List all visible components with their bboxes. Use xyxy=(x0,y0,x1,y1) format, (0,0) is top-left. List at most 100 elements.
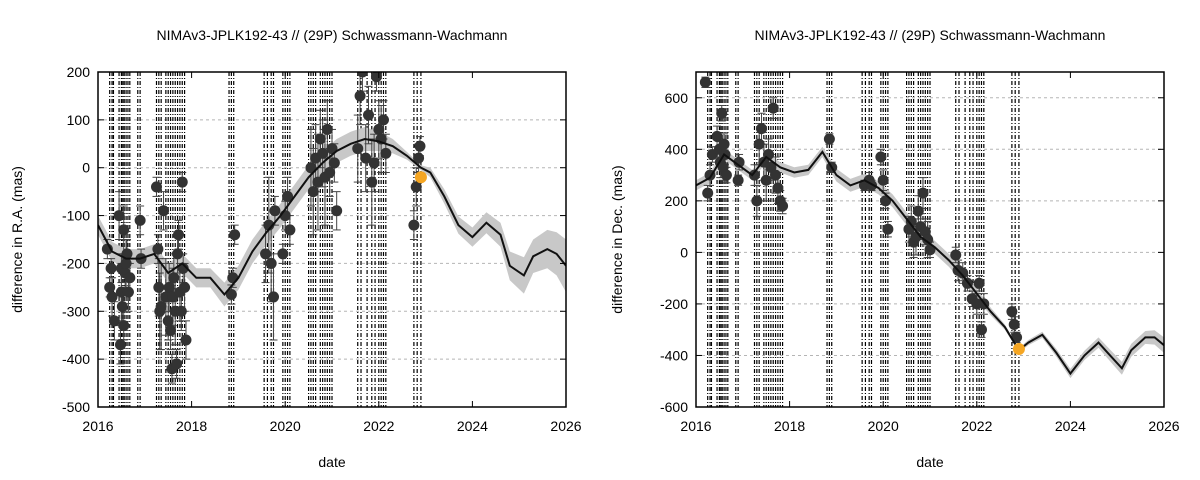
data-point xyxy=(155,301,167,312)
y-tick-label: -200 xyxy=(660,296,688,312)
data-point xyxy=(172,229,184,241)
y-tick-label: -600 xyxy=(660,399,688,415)
data-point xyxy=(370,72,382,83)
x-tick-label: 2016 xyxy=(82,418,113,434)
data-point xyxy=(414,140,426,152)
data-point xyxy=(263,219,275,231)
data-point xyxy=(321,123,333,135)
y-tick-label: 200 xyxy=(665,193,689,209)
data-point xyxy=(122,286,134,298)
plot-area xyxy=(98,72,566,407)
x-tick-label: 2024 xyxy=(1055,418,1086,434)
data-point xyxy=(366,176,378,188)
data-point xyxy=(716,107,728,119)
y-tick-label: -500 xyxy=(62,399,90,415)
data-point xyxy=(912,205,924,217)
ephemeris-line xyxy=(696,150,1164,376)
data-point xyxy=(702,187,714,199)
data-point xyxy=(875,151,887,163)
data-point xyxy=(105,262,117,274)
data-point xyxy=(720,169,732,181)
data-point xyxy=(180,334,192,346)
data-point xyxy=(307,186,319,198)
data-point xyxy=(877,174,889,186)
highlight-point xyxy=(414,171,427,184)
data-point xyxy=(114,339,126,351)
data-point xyxy=(134,214,146,226)
data-point xyxy=(917,187,929,199)
data-point xyxy=(331,205,343,217)
y-tick-label: 100 xyxy=(67,112,91,128)
data-point xyxy=(113,210,125,222)
y-tick-label: 400 xyxy=(665,141,689,157)
data-point xyxy=(151,181,162,193)
data-point xyxy=(265,257,277,269)
data-point xyxy=(176,176,188,188)
chart-title: NIMAv3-JPLK192-43 // (29P) Schwassmann-W… xyxy=(755,27,1106,43)
data-point xyxy=(377,114,389,126)
data-point xyxy=(882,223,894,235)
x-axis-label: date xyxy=(916,454,943,470)
data-point xyxy=(410,181,422,193)
data-point xyxy=(777,200,789,212)
data-point xyxy=(116,301,128,312)
x-tick-label: 2018 xyxy=(774,418,805,434)
data-point xyxy=(153,281,165,293)
data-point xyxy=(380,147,392,159)
data-point xyxy=(905,215,917,227)
data-point xyxy=(284,224,296,236)
data-point xyxy=(326,143,338,155)
data-point xyxy=(352,143,364,155)
data-point xyxy=(760,174,772,186)
data-point xyxy=(772,182,784,194)
data-point xyxy=(324,167,336,178)
data-point xyxy=(699,76,711,88)
y-tick-label: 600 xyxy=(665,90,689,106)
data-point xyxy=(950,249,962,261)
x-tick-label: 2020 xyxy=(270,418,301,434)
data-point xyxy=(973,277,985,289)
data-point xyxy=(227,272,239,284)
data-point xyxy=(104,281,116,293)
data-point xyxy=(360,152,372,164)
data-point xyxy=(152,243,164,255)
data-point xyxy=(282,190,294,202)
chart-dec: NIMAv3-JPLK192-43 // (29P) Schwassmann-W… xyxy=(609,27,1180,470)
y-tick-label: 0 xyxy=(82,160,90,176)
data-point xyxy=(314,133,326,145)
x-axis-label: date xyxy=(318,454,345,470)
y-tick-label: -100 xyxy=(62,208,90,224)
data-point xyxy=(753,138,765,150)
data-point xyxy=(108,315,120,327)
y-tick-label: -200 xyxy=(62,255,90,271)
data-point xyxy=(711,130,723,142)
data-point xyxy=(118,320,130,332)
data-point xyxy=(756,123,768,135)
data-point xyxy=(229,229,241,241)
x-tick-label: 2016 xyxy=(680,418,711,434)
plot-frame xyxy=(97,71,567,408)
data-point xyxy=(975,324,987,336)
data-point xyxy=(305,162,317,174)
data-point xyxy=(733,156,745,168)
data-point xyxy=(124,272,136,284)
data-point xyxy=(162,315,174,327)
data-point xyxy=(328,157,340,169)
data-point xyxy=(260,248,272,260)
plot-frame xyxy=(695,71,1165,408)
data-point xyxy=(732,174,744,186)
data-point xyxy=(175,305,187,317)
x-tick-label: 2018 xyxy=(176,418,207,434)
data-point xyxy=(118,224,130,236)
x-tick-label: 2024 xyxy=(457,418,488,434)
data-point xyxy=(354,90,366,102)
data-point xyxy=(363,109,375,121)
data-point xyxy=(373,123,385,135)
data-point xyxy=(718,138,730,150)
data-point xyxy=(269,205,281,217)
data-point xyxy=(277,248,289,260)
x-tick-label: 2026 xyxy=(550,418,581,434)
y-tick-label: -300 xyxy=(62,303,90,319)
data-point xyxy=(168,272,180,284)
x-tick-label: 2026 xyxy=(1148,418,1179,434)
